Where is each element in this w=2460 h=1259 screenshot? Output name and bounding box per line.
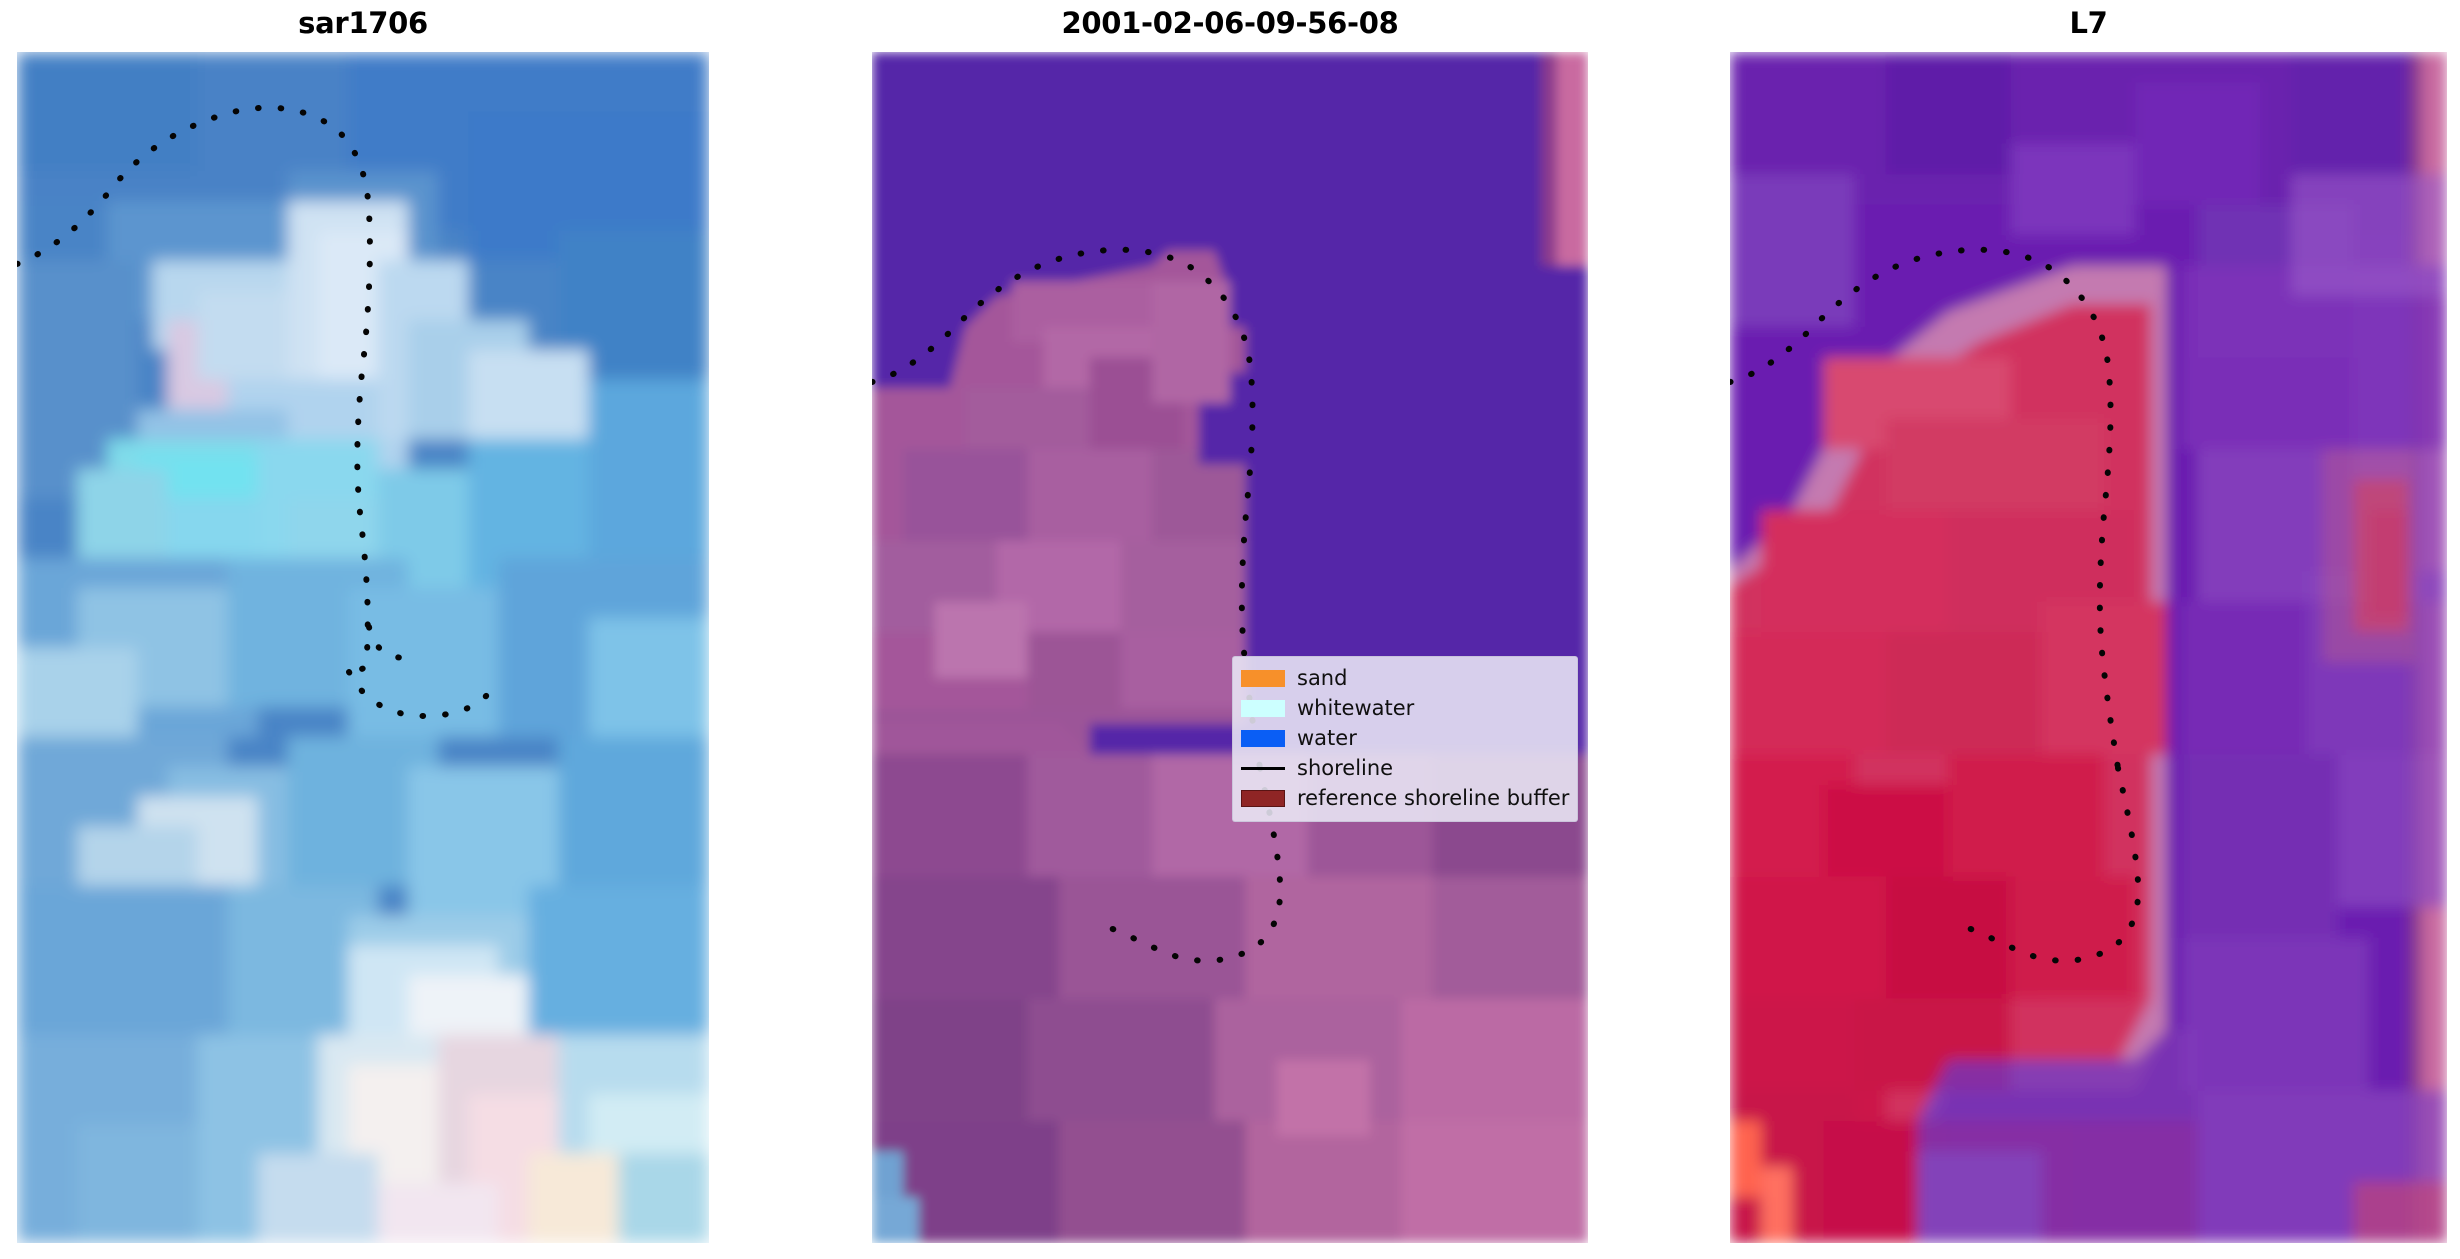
legend-item-sand: sand <box>1241 663 1573 693</box>
sar1706-raster <box>17 52 709 1243</box>
panel-classified: 2001-02-06-09-56-08 <box>820 0 1640 1259</box>
panel-l7: L7 <box>1680 0 2460 1259</box>
legend-swatch-sand <box>1241 669 1285 687</box>
legend-swatch-water <box>1241 729 1285 747</box>
classified-image <box>872 52 1588 1243</box>
legend-label-whitewater: whitewater <box>1297 695 1415 720</box>
legend-label-sand: sand <box>1297 665 1348 690</box>
legend-item-whitewater: whitewater <box>1241 693 1573 723</box>
legend-swatch-shoreline <box>1241 766 1285 770</box>
legend-label-shoreline: shoreline <box>1297 755 1394 780</box>
legend-label-reference-shoreline-buffer: reference shoreline buffer <box>1297 785 1570 810</box>
legend-item-shoreline: shoreline <box>1241 753 1573 783</box>
panel-sar1706: sar1706 <box>0 0 726 1259</box>
legend-swatch-whitewater <box>1241 699 1285 717</box>
sar1706-image <box>17 52 709 1243</box>
legend-box: sand whitewater water shoreline referenc… <box>1232 656 1578 822</box>
legend-label-water: water <box>1297 725 1357 750</box>
l7-image <box>1730 52 2447 1243</box>
legend-swatch-reference-shoreline-buffer <box>1241 789 1285 807</box>
l7-raster <box>1730 52 2447 1243</box>
panel-title-classified: 2001-02-06-09-56-08 <box>1061 6 1399 40</box>
classified-raster <box>872 52 1588 1243</box>
legend-item-reference-shoreline-buffer: reference shoreline buffer <box>1241 783 1573 813</box>
panel-title-l7: L7 <box>2069 6 2108 40</box>
legend-item-water: water <box>1241 723 1573 753</box>
panel-title-sar1706: sar1706 <box>298 6 428 40</box>
